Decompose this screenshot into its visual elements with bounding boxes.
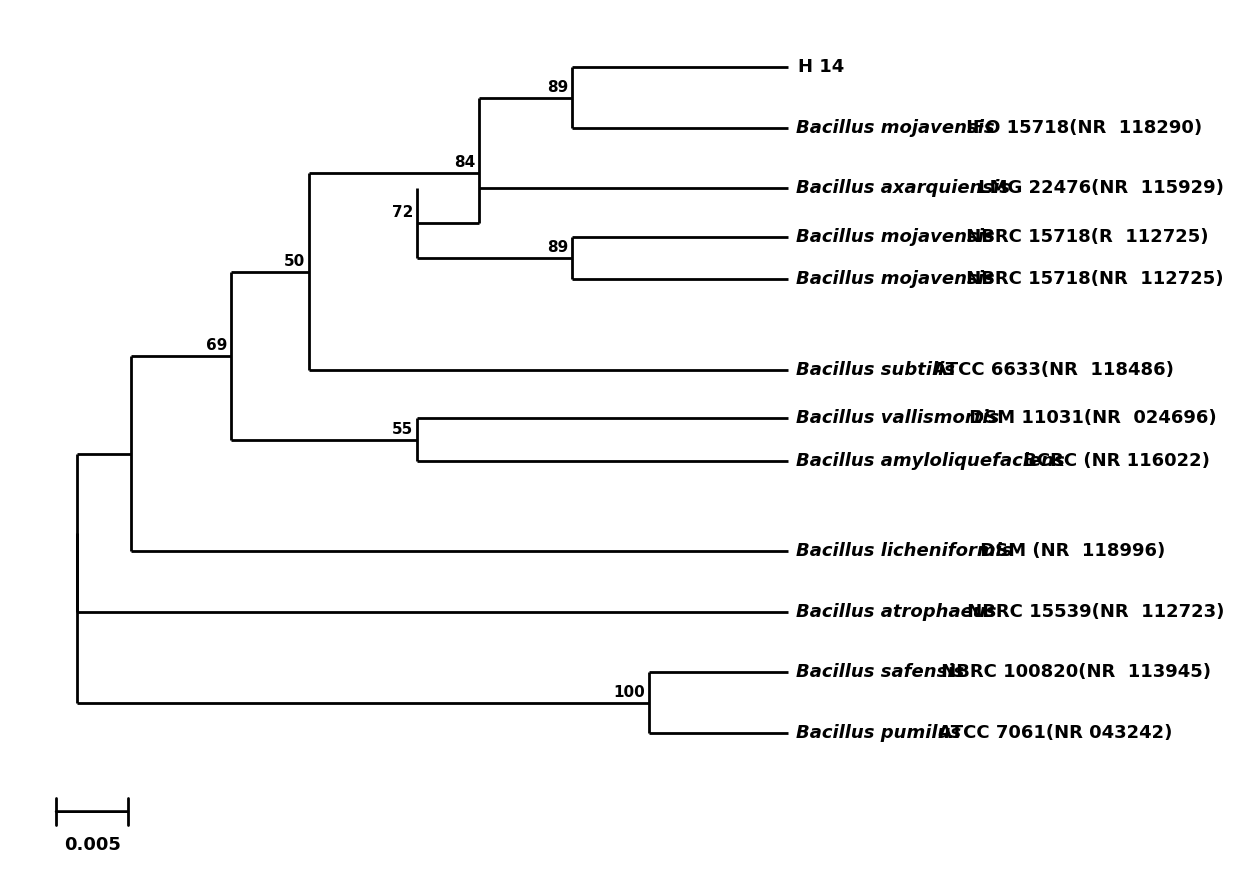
Text: LMG 22476(NR  115929): LMG 22476(NR 115929) bbox=[972, 180, 1224, 197]
Text: NBRC 15718(R  112725): NBRC 15718(R 112725) bbox=[960, 228, 1208, 246]
Text: Bacillus amyloliquefaciens: Bacillus amyloliquefaciens bbox=[796, 451, 1065, 470]
Text: Bacillus pumilus: Bacillus pumilus bbox=[796, 724, 961, 742]
Text: 84: 84 bbox=[454, 155, 475, 170]
Text: NBRC 15718(NR  112725): NBRC 15718(NR 112725) bbox=[960, 271, 1223, 288]
Text: Bacillus safensis: Bacillus safensis bbox=[796, 663, 965, 682]
Text: ATCC 7061(NR 043242): ATCC 7061(NR 043242) bbox=[932, 724, 1173, 742]
Text: 89: 89 bbox=[547, 79, 568, 94]
Text: 55: 55 bbox=[392, 422, 413, 436]
Text: Bacillus mojavensis: Bacillus mojavensis bbox=[796, 119, 994, 137]
Text: ATCC 6633(NR  118486): ATCC 6633(NR 118486) bbox=[928, 361, 1174, 379]
Text: Bacillus vallismortis: Bacillus vallismortis bbox=[796, 409, 999, 428]
Text: NBRC 100820(NR  113945): NBRC 100820(NR 113945) bbox=[935, 663, 1211, 682]
Text: 100: 100 bbox=[614, 684, 645, 699]
Text: 69: 69 bbox=[206, 338, 227, 353]
Text: DSM 11031(NR  024696): DSM 11031(NR 024696) bbox=[963, 409, 1216, 428]
Text: 50: 50 bbox=[284, 254, 305, 269]
Text: 72: 72 bbox=[392, 205, 413, 220]
Text: Bacillus atrophaeus: Bacillus atrophaeus bbox=[796, 603, 997, 621]
Text: DSM (NR  118996): DSM (NR 118996) bbox=[975, 542, 1166, 560]
Text: Bacillus mojavensis: Bacillus mojavensis bbox=[796, 271, 994, 288]
Text: BCRC (NR 116022): BCRC (NR 116022) bbox=[1017, 451, 1210, 470]
Text: Bacillus licheniformis: Bacillus licheniformis bbox=[796, 542, 1013, 560]
Text: NBRC 15539(NR  112723): NBRC 15539(NR 112723) bbox=[961, 603, 1225, 621]
Text: H 14: H 14 bbox=[797, 58, 844, 77]
Text: Bacillus axarquiensis: Bacillus axarquiensis bbox=[796, 180, 1011, 197]
Text: 89: 89 bbox=[547, 240, 568, 255]
Text: Bacillus mojavensis: Bacillus mojavensis bbox=[796, 228, 994, 246]
Text: IFO 15718(NR  118290): IFO 15718(NR 118290) bbox=[960, 119, 1202, 137]
Text: 0.005: 0.005 bbox=[63, 835, 120, 854]
Text: Bacillus subtilis: Bacillus subtilis bbox=[796, 361, 955, 379]
